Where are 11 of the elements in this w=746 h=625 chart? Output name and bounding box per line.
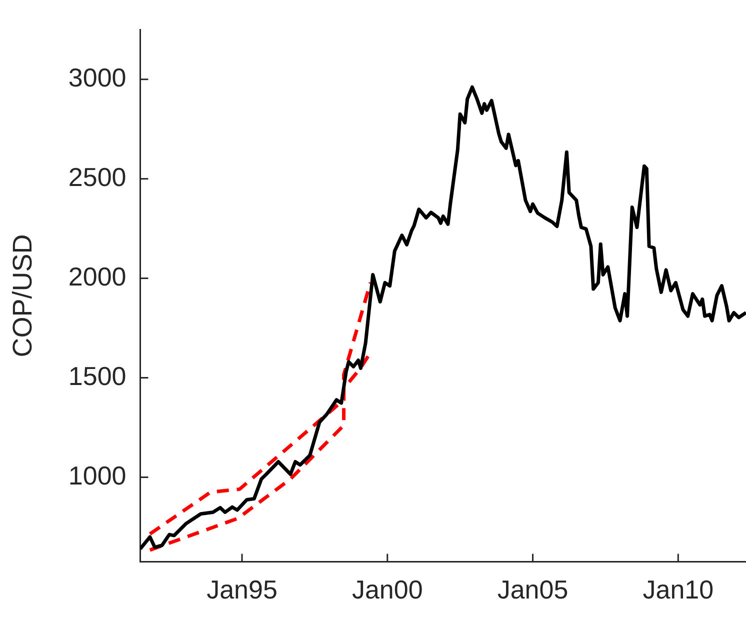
y-tick-label: 1500 [68, 360, 126, 391]
line-series [148, 280, 372, 536]
x-tick-label: Jan95 [206, 574, 278, 605]
x-tick-label: Jan10 [642, 574, 714, 605]
y-tick-label: 1000 [68, 460, 126, 490]
y-tick-label: 2500 [68, 162, 126, 192]
y-axis-title: COP/USD [8, 234, 38, 358]
x-tick-label: Jan05 [497, 574, 568, 605]
y-tick-label: 3000 [68, 62, 126, 93]
x-tick-label: Jan00 [352, 574, 423, 605]
y-tick-label: 2000 [68, 261, 126, 292]
